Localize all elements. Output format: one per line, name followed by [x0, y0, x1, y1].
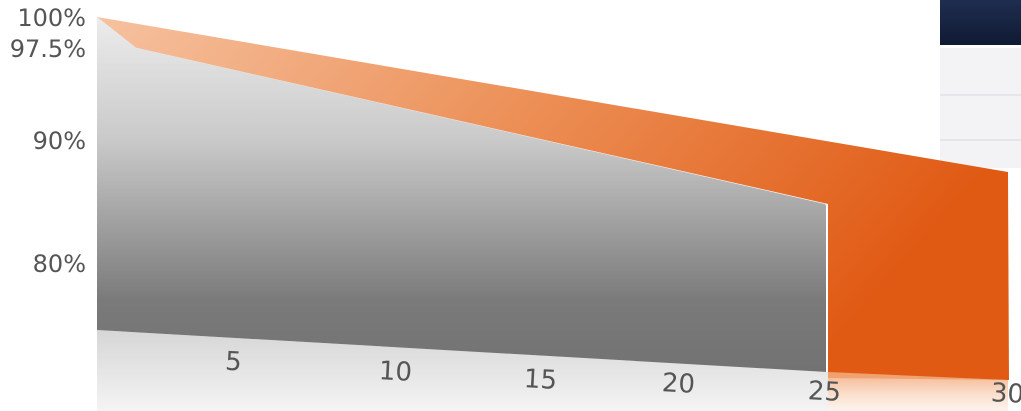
floor-plane	[97, 330, 828, 411]
solar-panel-icon	[940, 0, 1021, 168]
x-tick-label: 10	[378, 356, 413, 388]
x-tick-label: 30	[990, 378, 1021, 410]
x-tick-label: 25	[807, 376, 842, 408]
x-tick-label: 15	[523, 364, 558, 396]
series-gray-area	[97, 17, 827, 372]
series-orange-area	[97, 17, 1009, 380]
y-tick-label: 80%	[33, 250, 86, 278]
y-tick-label: 100%	[17, 4, 86, 32]
y-tick-label: 90%	[33, 127, 86, 155]
x-tick-label: 20	[661, 368, 696, 400]
series-orange-base	[828, 372, 1008, 411]
y-tick-label: 97.5%	[10, 35, 86, 63]
x-tick-label: 5	[224, 347, 242, 378]
